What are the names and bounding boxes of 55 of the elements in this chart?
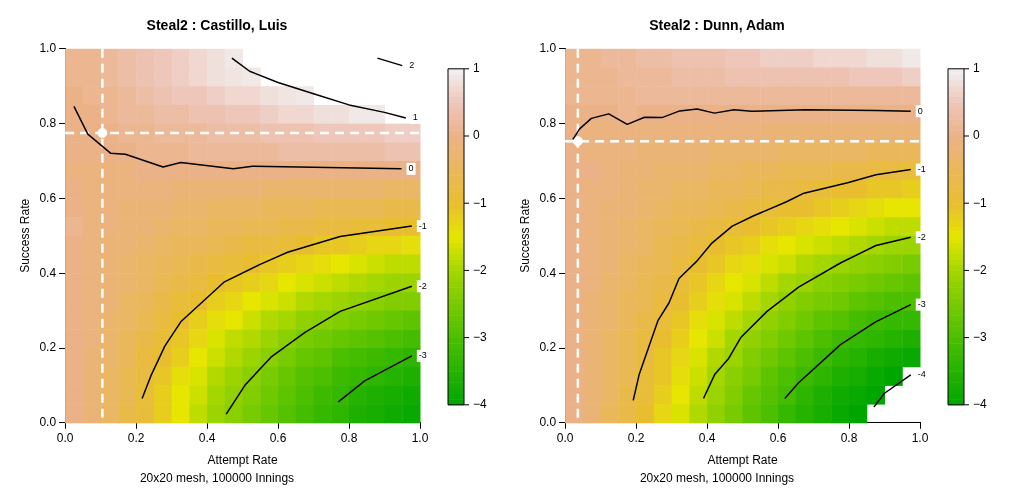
x-tick-label: 0.0	[556, 431, 574, 446]
chart-title: Steal2 : Dunn, Adam	[649, 17, 785, 34]
x-tick-label: 0.4	[198, 431, 216, 446]
color-bar-label: −3	[973, 329, 988, 344]
series-label: -1	[418, 220, 427, 231]
x-tick-label: 0.0	[56, 431, 74, 446]
chart-title: Steal2 : Castillo, Luis	[146, 17, 288, 34]
color-bar-label: 1	[973, 61, 980, 76]
color-bar-label: −1	[473, 195, 488, 210]
color-bar-label: −3	[473, 329, 488, 344]
series-label: 0	[408, 163, 414, 174]
color-bar-label: −2	[473, 262, 488, 277]
y-tick-label: 0.8	[39, 115, 57, 130]
text: 20x20 mesh, 100000 Innings	[639, 471, 795, 486]
x-tick-label: 0.8	[340, 431, 358, 446]
series-label: -1	[917, 164, 926, 175]
series-label: 1	[412, 112, 418, 123]
y-tick-label: 0.6	[39, 190, 57, 205]
x-axis-title: Attempt Rate	[207, 452, 278, 467]
text: 20x20 mesh, 100000 Innings	[139, 471, 295, 486]
series-label: 0	[917, 105, 923, 116]
color-bar-label: −4	[973, 397, 988, 412]
series-label: -2	[418, 280, 427, 291]
series-label: 2	[409, 60, 415, 71]
x-tick-label: 1.0	[411, 431, 429, 446]
x-tick-label: 0.8	[840, 431, 858, 446]
x-tick-label: 1.0	[911, 431, 929, 446]
x-tick-label: 0.2	[127, 431, 145, 446]
y-tick-label: 0.4	[539, 265, 557, 280]
series-label: -3	[917, 299, 926, 310]
y-tick-label: 0.0	[39, 415, 57, 430]
series-label: -3	[418, 350, 427, 361]
x-tick-label: 0.4	[698, 431, 716, 446]
color-bar-label: 1	[473, 61, 480, 76]
x-tick-label: 0.6	[769, 431, 787, 446]
y-tick-label: 0.8	[539, 115, 557, 130]
color-bar-label: 0	[473, 128, 480, 143]
y-tick-label: 1.0	[539, 41, 557, 56]
color-bar-label: −1	[973, 195, 988, 210]
color-bar-label: −2	[973, 262, 988, 277]
series-label: -2	[917, 231, 926, 242]
y-tick-label: 1.0	[39, 41, 57, 56]
y-tick-label: 0.2	[39, 340, 57, 355]
y-tick-label: 0.2	[539, 340, 557, 355]
y-axis-title: Success Rate	[517, 198, 532, 273]
y-tick-label: 0.4	[39, 265, 57, 280]
x-tick-label: 0.6	[269, 431, 287, 446]
x-tick-label: 0.2	[627, 431, 645, 446]
y-tick-label: 0.0	[539, 415, 557, 430]
y-tick-label: 0.6	[539, 190, 557, 205]
series-label: -4	[917, 369, 926, 380]
y-axis-title: Success Rate	[17, 198, 32, 273]
color-bar-label: 0	[973, 128, 980, 143]
x-axis-title: Attempt Rate	[707, 452, 778, 467]
color-bar-label: −4	[473, 397, 488, 412]
